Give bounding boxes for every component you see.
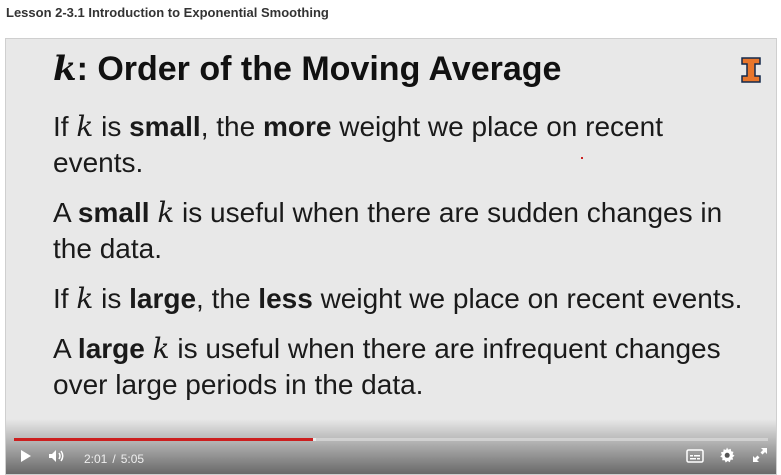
bullet-small-weight: If k is small, the more weight we place … xyxy=(53,110,663,178)
bullet-small-sudden: A small k is useful when there are sudde… xyxy=(53,196,723,264)
volume-icon[interactable] xyxy=(48,449,66,468)
gear-icon[interactable] xyxy=(719,447,735,468)
title-variable: k xyxy=(53,49,77,89)
captions-icon[interactable] xyxy=(686,449,704,468)
play-icon[interactable] xyxy=(20,449,32,468)
slide: k: Order of the Moving Average If k is s… xyxy=(6,39,776,474)
slide-body: If k is small, the more weight we place … xyxy=(53,109,753,417)
title-text: : Order of the Moving Average xyxy=(76,50,562,88)
lesson-title: Lesson 2-3.1 Introduction to Exponential… xyxy=(6,5,329,20)
time-separator: / xyxy=(112,452,116,466)
bullet-large-infrequent: A large k is useful when there are infre… xyxy=(53,332,721,400)
bullet-large-weight: If k is large, the less weight we place … xyxy=(53,282,743,315)
annotation-dot xyxy=(581,157,583,159)
duration: 5:05 xyxy=(120,452,145,466)
video-player[interactable]: k: Order of the Moving Average If k is s… xyxy=(5,38,777,475)
time-display: 2:01 / 5:05 xyxy=(84,452,144,466)
progress-played xyxy=(14,438,313,441)
fullscreen-icon[interactable] xyxy=(752,447,768,468)
current-time: 2:01 xyxy=(84,452,108,466)
controls-bar: 2:01 / 5:05 xyxy=(6,444,776,474)
illinois-i-logo xyxy=(741,57,761,83)
slide-title: k: Order of the Moving Average xyxy=(53,49,561,89)
controls-gradient xyxy=(6,419,776,474)
page-header: Lesson 2-3.1 Introduction to Exponential… xyxy=(0,0,781,30)
progress-bar[interactable] xyxy=(14,438,768,441)
